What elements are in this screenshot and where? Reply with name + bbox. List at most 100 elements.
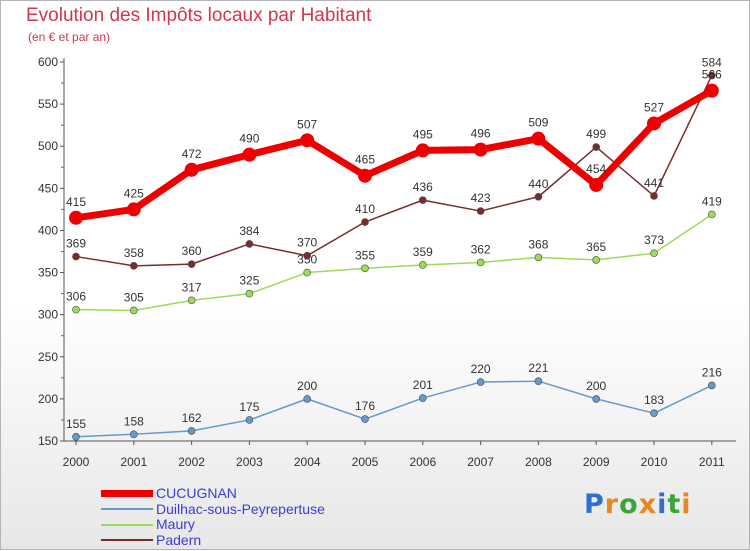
data-label: 200 [297, 379, 317, 393]
legend-item-maury: Maury [101, 516, 325, 533]
data-label: 200 [586, 379, 606, 393]
x-tick-label: 2009 [583, 455, 610, 469]
data-label: 155 [66, 417, 86, 431]
data-point [242, 147, 257, 162]
data-point [303, 251, 312, 260]
data-label: 496 [471, 127, 491, 141]
data-label: 566 [702, 68, 722, 82]
logo-letter: x [638, 489, 658, 520]
logo-letter: i [657, 489, 668, 520]
data-point [361, 218, 369, 226]
data-point [72, 252, 80, 261]
data-label: 373 [644, 233, 664, 247]
data-point [130, 306, 138, 315]
data-label: 441 [644, 176, 664, 190]
data-point [650, 409, 658, 418]
data-point [361, 415, 369, 423]
data-label: 220 [471, 362, 491, 376]
data-label: 419 [702, 194, 722, 208]
data-label: 490 [239, 132, 259, 146]
data-point [534, 253, 543, 262]
x-tick-label: 2004 [294, 455, 321, 469]
y-tick-label: 250 [38, 350, 58, 364]
data-label: 472 [182, 147, 202, 161]
data-point [476, 378, 485, 386]
data-point [303, 395, 312, 403]
proxiti-logo: Proxiti [584, 489, 692, 520]
data-point [245, 289, 254, 298]
data-point [69, 210, 83, 225]
y-tick-label: 350 [38, 266, 58, 280]
data-label: 362 [471, 242, 491, 256]
data-point [707, 381, 716, 390]
data-label: 454 [586, 162, 606, 176]
data-label: 425 [124, 186, 144, 200]
data-label: 176 [355, 399, 375, 413]
data-label: 384 [239, 224, 259, 238]
data-label: 201 [413, 378, 433, 392]
data-point [592, 143, 601, 151]
data-point [592, 256, 601, 264]
data-label: 499 [586, 127, 606, 141]
logo-letter: i [681, 489, 692, 520]
data-label: 495 [413, 127, 433, 141]
data-label: 305 [124, 290, 144, 304]
data-label: 306 [66, 290, 86, 304]
x-tick-label: 2005 [352, 455, 379, 469]
data-point [72, 305, 80, 314]
data-label: 410 [355, 202, 375, 216]
data-point [650, 249, 658, 257]
data-point [187, 427, 196, 435]
data-point [704, 83, 719, 98]
legend: CUCUGNAN Duilhac-sous-Peyrepertuse Maury… [101, 485, 325, 548]
legend-label-padern: Padern [156, 531, 202, 548]
data-point [358, 168, 372, 183]
data-point [361, 264, 369, 273]
data-point [707, 71, 716, 80]
x-tick-label: 2011 [699, 455, 725, 469]
series-line-padern [75, 75, 713, 267]
data-label: 175 [239, 400, 259, 414]
legend-label-maury: Maury [156, 516, 195, 532]
data-point [650, 192, 658, 200]
data-point [300, 133, 315, 148]
chart-title: Evolution des Impôts locaux par Habitant [26, 5, 372, 26]
data-point [531, 131, 546, 146]
y-tick-label: 550 [38, 97, 58, 111]
data-label: 183 [644, 393, 664, 407]
data-point [476, 258, 485, 267]
legend-item-cucugnan: CUCUGNAN [101, 485, 325, 502]
data-point [415, 143, 430, 158]
data-label: 359 [413, 245, 433, 259]
x-tick-label: 2008 [525, 455, 552, 469]
legend-label-duilhac: Duilhac-sous-Peyrepertuse [156, 500, 325, 517]
data-point [187, 296, 196, 305]
legend-swatch-padern [101, 539, 153, 542]
logo-letter: r [604, 489, 620, 520]
legend-label-cucugnan: CUCUGNAN [156, 485, 237, 501]
x-tick-label: 2006 [409, 455, 436, 469]
legend-swatch-cucugnan [101, 490, 153, 498]
data-label: 436 [413, 180, 433, 194]
chart-subtitle: (en € et par an) [28, 30, 111, 44]
data-point [418, 261, 427, 269]
data-label: 423 [471, 191, 491, 205]
data-label: 509 [528, 116, 548, 130]
x-tick-label: 2002 [178, 455, 205, 469]
data-label: 369 [66, 237, 86, 251]
data-label: 415 [66, 195, 86, 209]
data-point [72, 432, 80, 441]
series-line-cucugnan [75, 87, 714, 222]
y-tick-label: 200 [38, 392, 58, 406]
data-label: 221 [528, 361, 548, 375]
data-point [126, 202, 141, 217]
data-point [476, 207, 485, 215]
data-point [592, 395, 601, 403]
data-label: 162 [182, 411, 202, 425]
x-tick-label: 2001 [120, 455, 147, 469]
series-line-maury [75, 213, 713, 312]
data-point [534, 192, 543, 201]
data-point [589, 177, 604, 192]
series-line-duilhac-sous-peyrepertuse [75, 380, 713, 438]
